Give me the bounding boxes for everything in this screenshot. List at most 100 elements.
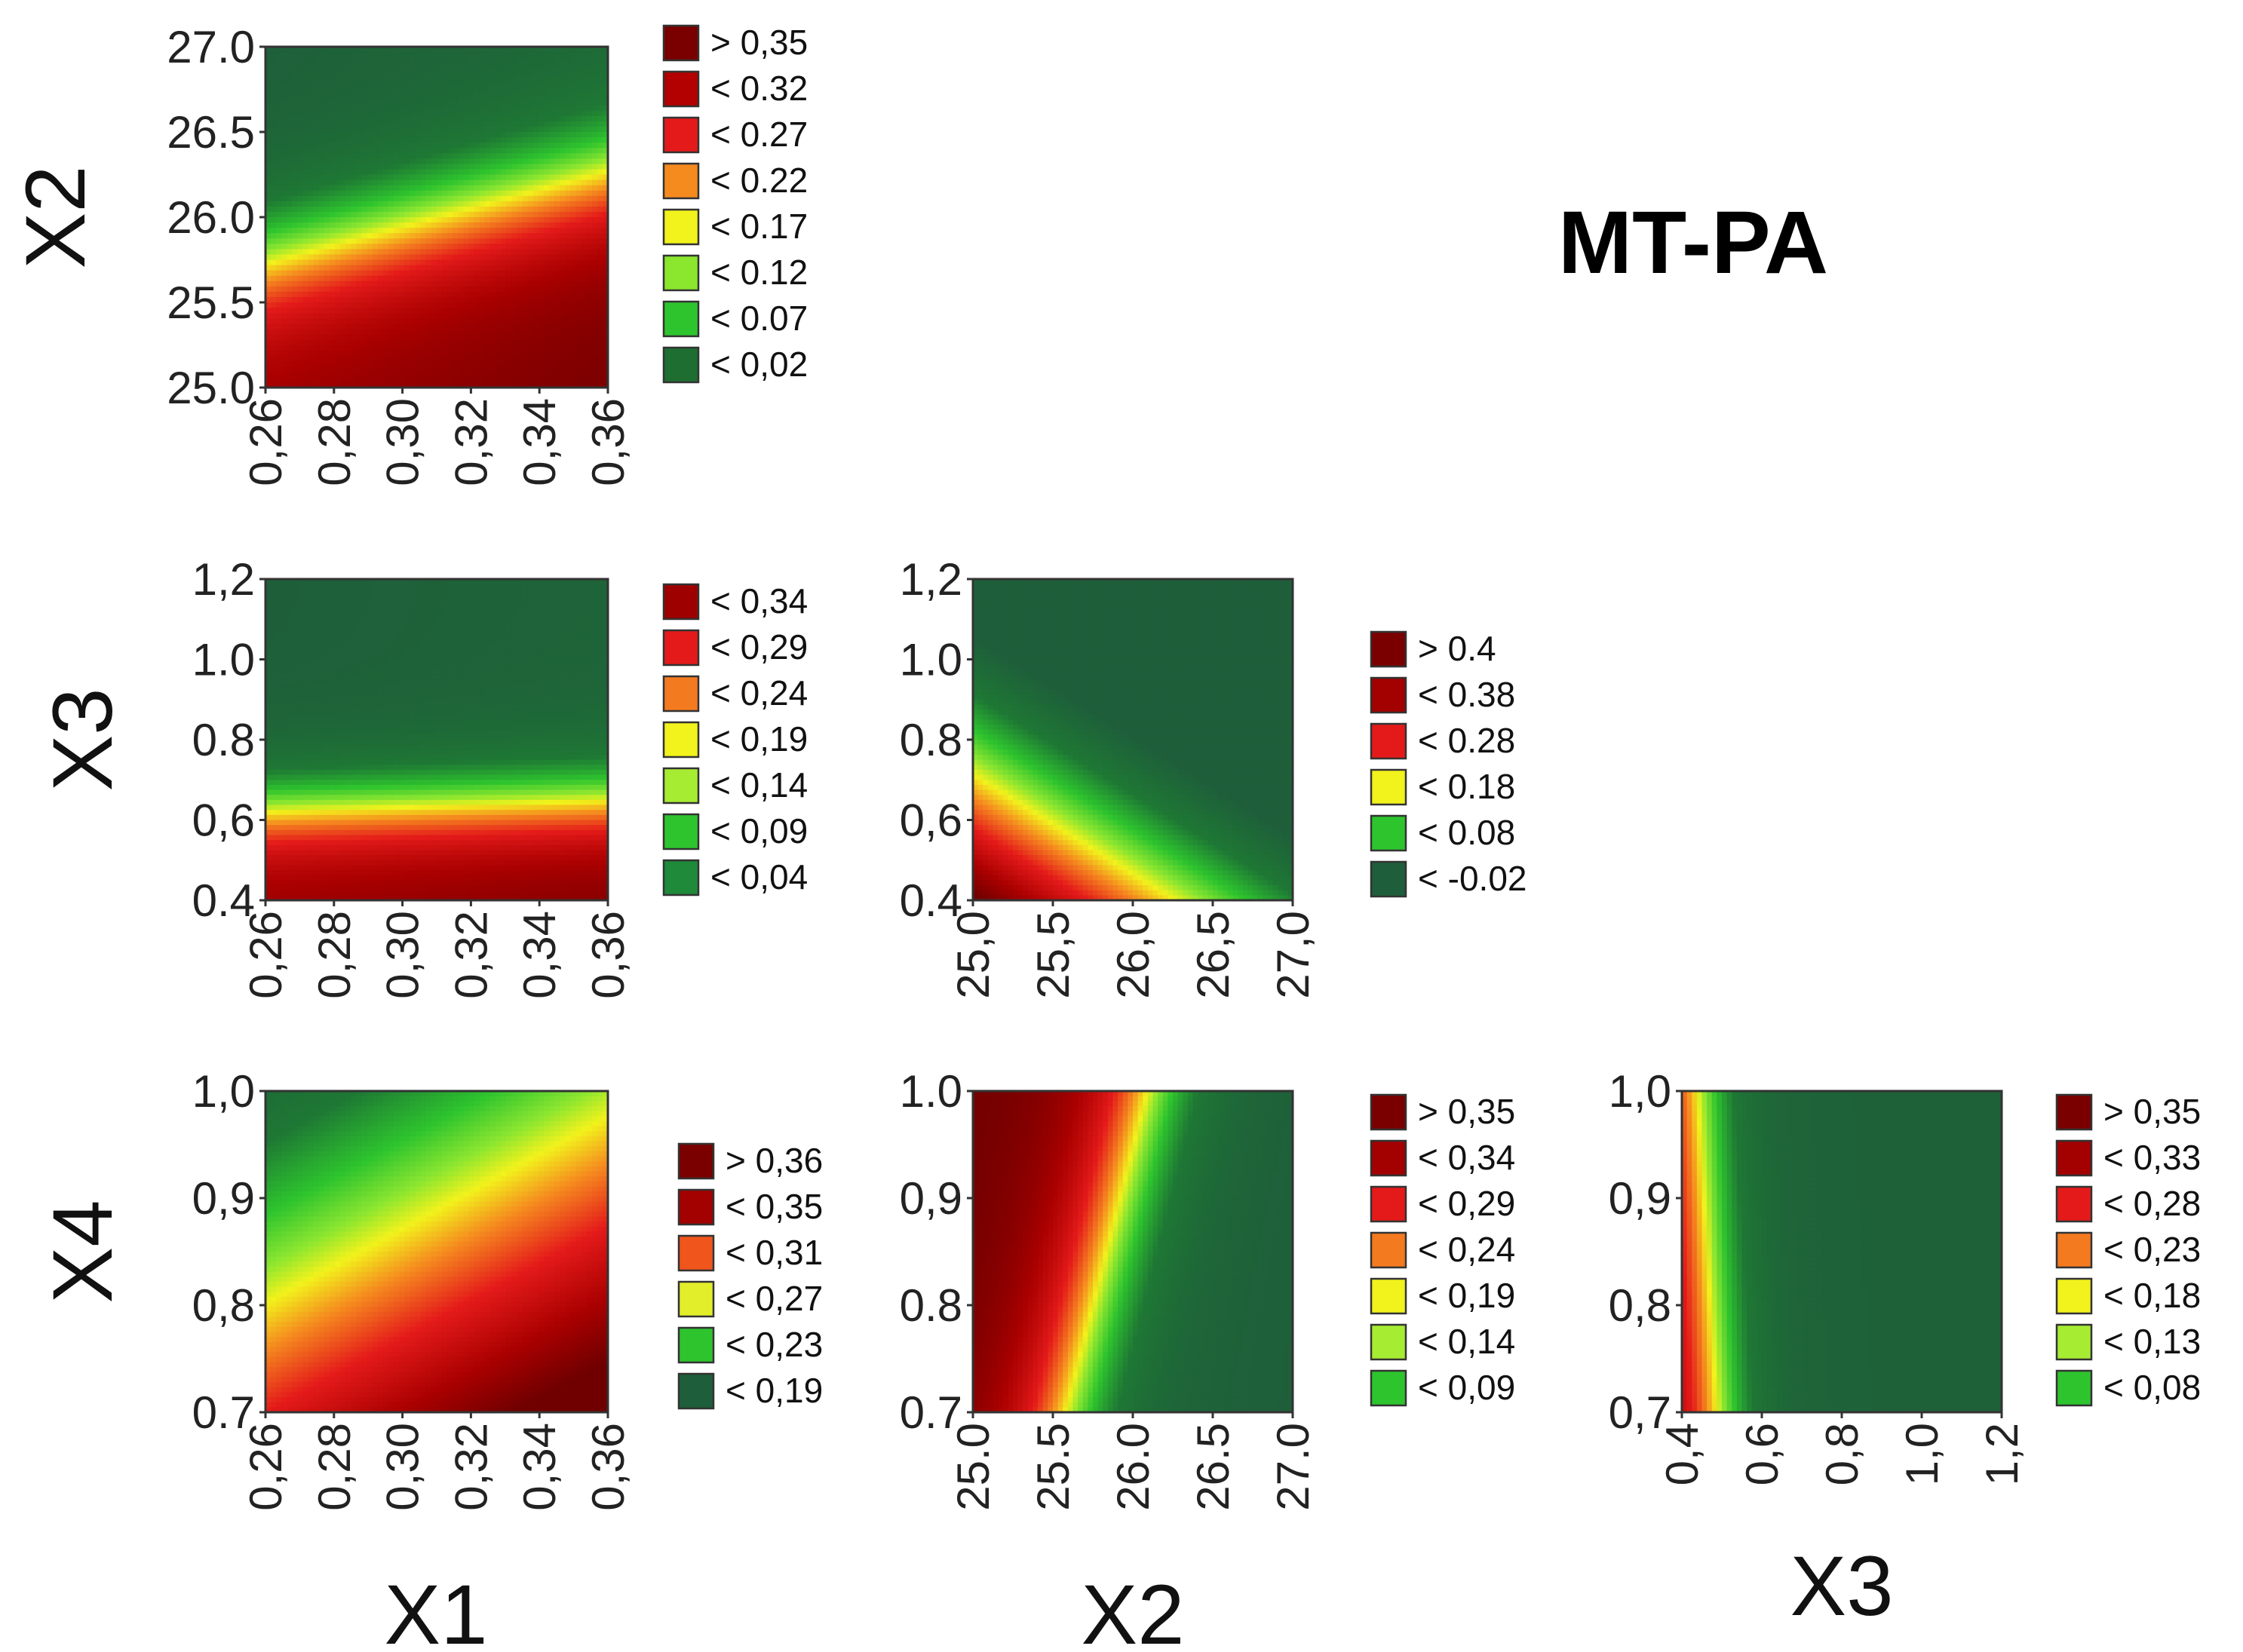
heatmap-cell xyxy=(302,850,309,856)
heatmap-cell xyxy=(345,57,352,63)
heatmap-cell xyxy=(543,47,550,53)
heatmap-cell xyxy=(404,110,411,117)
heatmap-cell xyxy=(388,47,394,53)
heatmap-cell xyxy=(318,73,325,80)
heatmap-cell xyxy=(548,115,555,122)
heatmap-cell xyxy=(484,371,491,378)
heatmap-cell xyxy=(399,313,406,319)
heatmap-cell xyxy=(297,68,304,75)
heatmap-cell xyxy=(565,222,572,228)
heatmap-cell xyxy=(484,382,491,388)
heatmap-cell xyxy=(437,211,443,218)
heatmap-cell xyxy=(297,57,304,63)
heatmap-cell xyxy=(447,233,453,239)
heatmap-cell xyxy=(591,217,598,223)
heatmap-cell xyxy=(340,100,347,106)
x-tick-label: 0,32 xyxy=(446,398,496,486)
heatmap-cell xyxy=(377,308,384,314)
legend-label: > 0,35 xyxy=(710,23,808,62)
heatmap-cell xyxy=(565,73,572,80)
heatmap-cell xyxy=(297,825,304,831)
heatmap-cell xyxy=(586,291,593,298)
heatmap-cell xyxy=(313,759,320,765)
heatmap-cell xyxy=(313,674,320,680)
heatmap-cell xyxy=(276,604,282,610)
heatmap-cell xyxy=(276,318,282,324)
heatmap-cell xyxy=(302,825,309,831)
heatmap-cell xyxy=(361,100,368,106)
heatmap-cell xyxy=(522,148,529,154)
heatmap-cell xyxy=(522,376,529,383)
heatmap-cell xyxy=(345,211,352,218)
heatmap-cell xyxy=(340,179,347,186)
heatmap-cell xyxy=(501,313,507,319)
heatmap-cell xyxy=(324,860,330,866)
heatmap-cell xyxy=(372,291,379,298)
heatmap-cell xyxy=(367,57,373,63)
heatmap-cell xyxy=(276,382,282,388)
heatmap-cell xyxy=(458,360,465,367)
heatmap-cell xyxy=(581,355,588,362)
heatmap-cell xyxy=(506,217,513,223)
heatmap-cell xyxy=(313,308,320,314)
heatmap-cell xyxy=(388,371,394,378)
heatmap-cell xyxy=(458,211,465,218)
heatmap-cell xyxy=(292,639,299,645)
heatmap-cell xyxy=(276,789,282,795)
heatmap-cell xyxy=(281,784,288,791)
heatmap-cell xyxy=(442,217,448,223)
heatmap-cell xyxy=(313,865,320,871)
heatmap-cell xyxy=(361,280,368,287)
heatmap-cell xyxy=(313,179,320,186)
heatmap-cell xyxy=(394,286,400,293)
heatmap-cell xyxy=(281,233,288,239)
heatmap-cell xyxy=(532,323,539,330)
heatmap-cell xyxy=(527,270,534,277)
heatmap-cell xyxy=(330,201,336,207)
heatmap-cell xyxy=(308,649,315,655)
heatmap-cell xyxy=(538,339,545,346)
heatmap-cell xyxy=(313,855,320,861)
heatmap-cell xyxy=(335,265,342,271)
heatmap-cell xyxy=(425,63,432,69)
heatmap-cell xyxy=(265,259,272,266)
heatmap-cell xyxy=(410,169,416,176)
heatmap-cell xyxy=(276,684,282,691)
heatmap-cell xyxy=(517,275,523,282)
heatmap-cell xyxy=(287,835,293,841)
heatmap-cell xyxy=(330,604,336,610)
heatmap-cell xyxy=(420,148,427,154)
heatmap-cell xyxy=(554,158,560,165)
heatmap-cell xyxy=(318,323,325,330)
heatmap-cell xyxy=(292,185,299,192)
heatmap-cell xyxy=(271,704,277,710)
heatmap-cell xyxy=(351,126,357,133)
heatmap-cell xyxy=(496,265,502,271)
heatmap-cell xyxy=(308,52,315,58)
heatmap-cell xyxy=(404,366,411,372)
heatmap-cell xyxy=(345,148,352,154)
heatmap-cell xyxy=(335,659,342,665)
heatmap-cell xyxy=(506,313,513,319)
heatmap-cell xyxy=(517,296,523,303)
heatmap-cell xyxy=(372,105,379,112)
heatmap-cell xyxy=(313,835,320,841)
heatmap-cell xyxy=(420,201,427,207)
heatmap-cell xyxy=(265,244,272,250)
heatmap-cell xyxy=(287,153,293,160)
heatmap-cell xyxy=(517,323,523,330)
heatmap-cell xyxy=(356,153,363,160)
heatmap-cell xyxy=(581,291,588,298)
heatmap-cell xyxy=(383,296,389,303)
heatmap-cell xyxy=(517,371,523,378)
heatmap-cell xyxy=(383,94,389,101)
figure-title: MT-PA xyxy=(1558,193,1828,293)
heatmap-cell xyxy=(425,126,432,133)
heatmap-cell xyxy=(340,73,347,80)
heatmap-cell xyxy=(560,153,566,160)
heatmap-cell xyxy=(361,47,368,53)
heatmap-cell xyxy=(517,153,523,160)
heatmap-cell xyxy=(602,371,608,378)
heatmap-cell xyxy=(484,143,491,149)
heatmap-cell xyxy=(281,339,288,346)
